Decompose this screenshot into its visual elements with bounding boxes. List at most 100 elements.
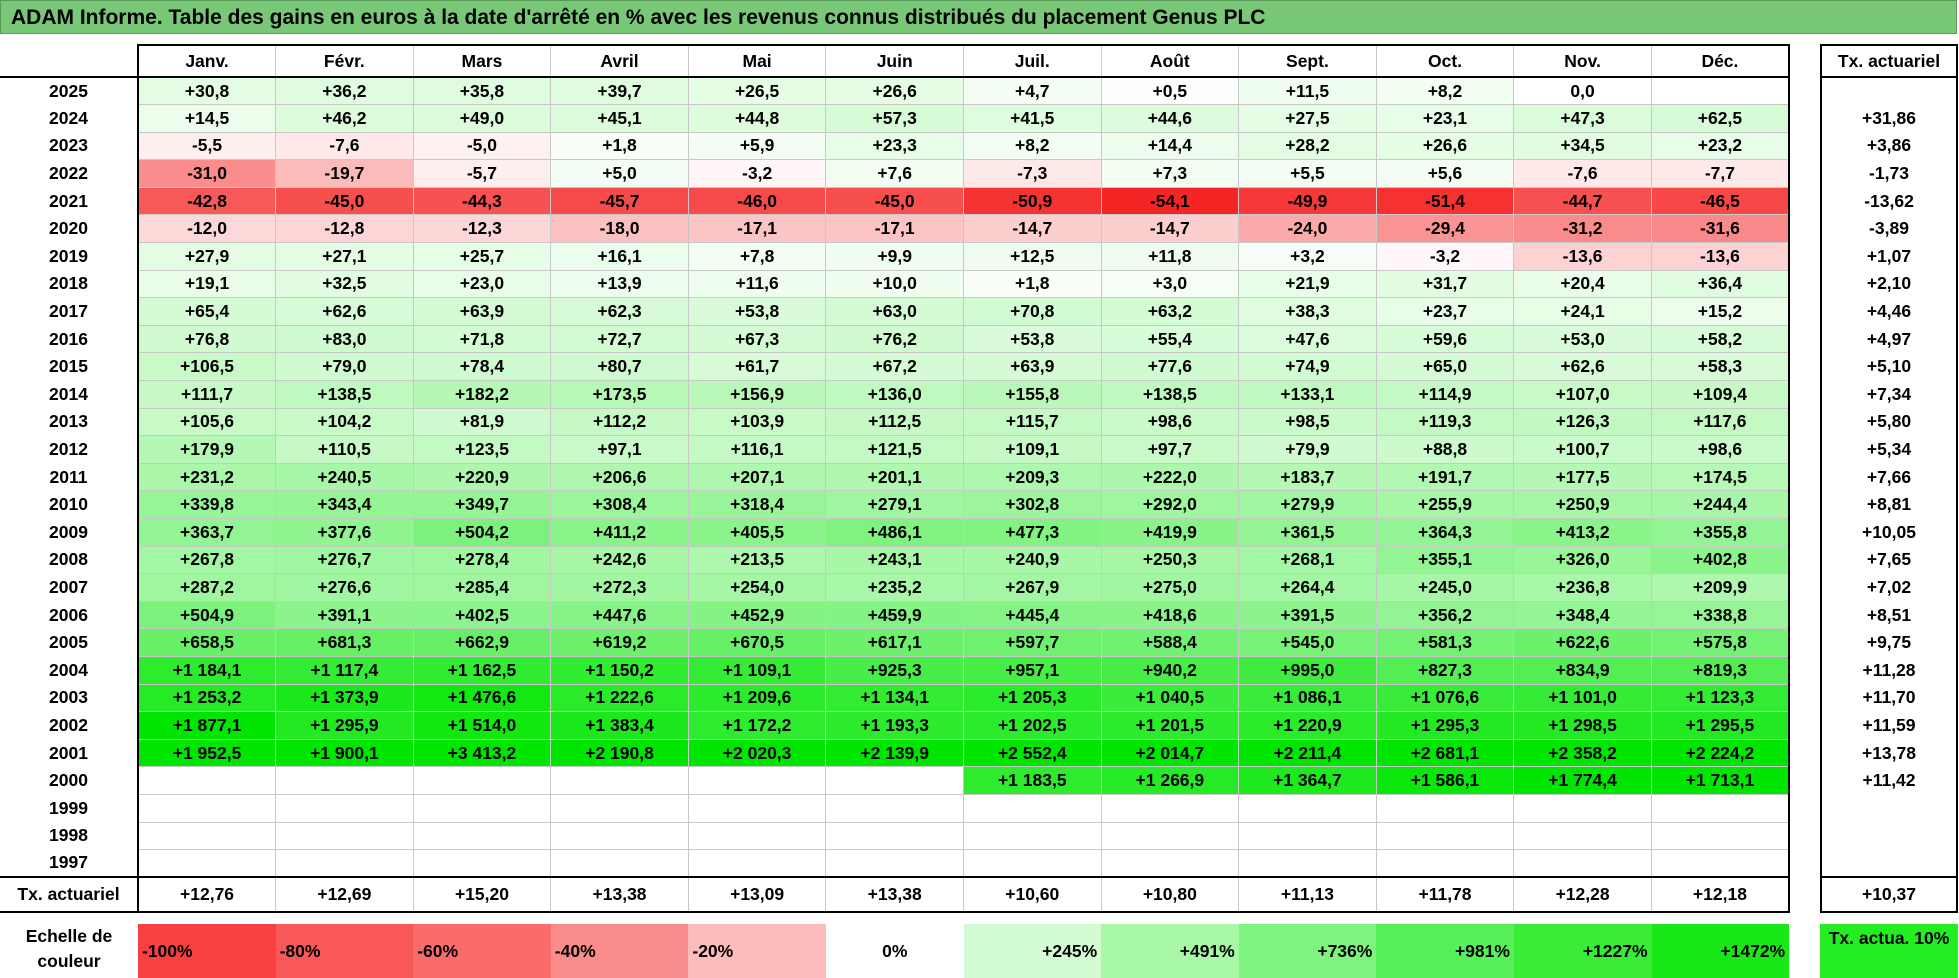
gain-cell: +302,8 <box>962 490 1102 519</box>
gain-cell: +26,6 <box>1375 131 1515 161</box>
gain-cell: +9,9 <box>825 242 964 271</box>
gain-cell: +957,1 <box>962 655 1102 685</box>
gain-cell: +58,3 <box>1650 352 1790 382</box>
gain-cell: +0,5 <box>1100 76 1240 106</box>
gain-cell: +65,0 <box>1375 352 1515 382</box>
gain-cell: -18,0 <box>550 214 689 244</box>
month-actuarial-rate: +10,80 <box>1100 876 1240 914</box>
gain-cell: +44,8 <box>687 104 827 133</box>
year-label: 2012 <box>0 435 139 464</box>
gain-cell <box>1375 849 1515 878</box>
gain-cell: +1 774,4 <box>1513 766 1652 795</box>
gain-cell: +272,3 <box>550 573 689 602</box>
table-row: 2011 +231,2 +240,5 +220,9 +206,6 +207,1 +201,1… <box>0 462 1790 492</box>
gain-cell <box>137 821 277 851</box>
gain-cell: +619,2 <box>550 628 689 657</box>
gain-cell: +264,4 <box>1238 573 1377 602</box>
gain-cell: +5,9 <box>687 131 827 161</box>
gain-cell <box>1238 793 1377 823</box>
table-row: 2020 -12,0 -12,8 -12,3 -18,0 -17,1 -17,1 -14,7-… <box>0 214 1790 244</box>
gain-cell: +1 193,3 <box>825 711 964 740</box>
color-scale-swatch: 0% <box>825 924 964 978</box>
month-header: Mars <box>412 44 552 78</box>
gain-cell: +12,5 <box>962 242 1102 271</box>
gain-cell <box>825 849 964 878</box>
gain-cell: +545,0 <box>1238 628 1377 657</box>
gain-cell: +71,8 <box>412 324 552 354</box>
gain-cell: +209,3 <box>962 462 1102 492</box>
gain-cell: +47,6 <box>1238 324 1377 354</box>
gain-cell: +834,9 <box>1513 655 1652 685</box>
month-header: Août <box>1100 44 1240 78</box>
gain-cell: +819,3 <box>1650 655 1790 685</box>
month-actuarial-rate: +12,18 <box>1650 876 1790 914</box>
gain-cell: +292,0 <box>1100 490 1240 519</box>
gain-cell: +925,3 <box>825 655 964 685</box>
gain-cell: +116,1 <box>687 435 827 464</box>
year-label: 2009 <box>0 518 139 547</box>
gain-cell: +7,8 <box>687 242 827 271</box>
gain-cell: +405,5 <box>687 518 827 547</box>
gain-cell: +361,5 <box>1238 518 1377 547</box>
gain-cell: +1 877,1 <box>137 711 277 740</box>
table-row: 2024 +14,5 +46,2 +49,0 +45,1 +44,8 +57,3 +41,5 +… <box>0 104 1790 133</box>
gain-cell: +79,0 <box>275 352 414 382</box>
table-row: 2008 +267,8 +276,7 +278,4 +242,6 +213,5 +243,1… <box>0 545 1790 575</box>
gain-cell: +1 298,5 <box>1513 711 1652 740</box>
year-label: 2006 <box>0 601 139 629</box>
gain-cell: +11,5 <box>1238 76 1377 106</box>
gain-cell: -12,8 <box>275 214 414 244</box>
row-actuarial-rate: -1,73 <box>1820 159 1958 188</box>
gain-cell: +995,0 <box>1238 655 1377 685</box>
gain-cell: +242,6 <box>550 545 689 575</box>
table-row: 2002 +1 877,1 +1 295,9 +1 514,0 +1 383,4 +1 1… <box>0 711 1790 740</box>
color-scale-swatch: +981% <box>1376 924 1514 978</box>
gain-cell: -12,0 <box>137 214 277 244</box>
month-header: Nov. <box>1513 44 1652 78</box>
month-actuarial-rate: +10,60 <box>962 876 1102 914</box>
gain-cell: +1 205,3 <box>962 683 1102 713</box>
gain-cell: +504,2 <box>412 518 552 547</box>
row-actuarial-rate: +7,34 <box>1820 380 1958 409</box>
row-actuarial-rate: +10,05 <box>1820 518 1958 547</box>
gain-cell: +109,1 <box>962 435 1102 464</box>
gain-cell: +1 117,4 <box>275 655 414 685</box>
gain-cell: +267,8 <box>137 545 277 575</box>
gain-cell: 0,0 <box>1513 76 1652 106</box>
gain-cell: +11,8 <box>1100 242 1240 271</box>
gain-cell: +940,2 <box>1100 655 1240 685</box>
gain-cell: +240,9 <box>962 545 1102 575</box>
gain-cell: +63,9 <box>962 352 1102 382</box>
gain-cell: +244,4 <box>1650 490 1790 519</box>
gain-cell: +177,5 <box>1513 462 1652 492</box>
gain-cell: +2 552,4 <box>962 738 1102 768</box>
gain-cell: +14,5 <box>137 104 277 133</box>
gain-cell: +49,0 <box>412 104 552 133</box>
gain-cell: +597,7 <box>962 628 1102 657</box>
gain-cell: +155,8 <box>962 380 1102 409</box>
gain-cell <box>1650 821 1790 851</box>
gain-cell: -46,5 <box>1650 186 1790 216</box>
gain-cell <box>275 766 414 795</box>
gain-cell: +63,9 <box>412 297 552 326</box>
gain-cell: +285,4 <box>412 573 552 602</box>
gain-cell: +2 224,2 <box>1650 738 1790 768</box>
month-actuarial-rate: +13,38 <box>825 876 964 914</box>
month-header: Avril <box>550 44 689 78</box>
table-row: 2017 +65,4 +62,6 +63,9 +62,3 +53,8 +63,0 +70,8 +… <box>0 297 1790 326</box>
gain-cell: +5,6 <box>1375 159 1515 188</box>
year-label: 2011 <box>0 463 139 491</box>
month-header: Juin <box>825 44 964 78</box>
gain-cell <box>687 766 827 795</box>
gain-cell: +486,1 <box>825 518 964 547</box>
gain-cell: +38,3 <box>1238 297 1377 326</box>
table-row: 2009 +363,7 +377,6 +504,2 +411,2 +405,5 +486,1… <box>0 518 1790 547</box>
gain-cell: +78,4 <box>412 352 552 382</box>
gain-cell: +57,3 <box>825 104 964 133</box>
row-actuarial-rate <box>1820 77 1958 105</box>
row-actuarial-rate: +7,65 <box>1820 546 1958 574</box>
gain-cell <box>275 849 414 878</box>
gain-cell: -44,7 <box>1513 186 1652 216</box>
row-actuarial-rate: -13,62 <box>1820 187 1958 215</box>
color-scale-label-text: Echelle de couleur <box>25 926 113 971</box>
